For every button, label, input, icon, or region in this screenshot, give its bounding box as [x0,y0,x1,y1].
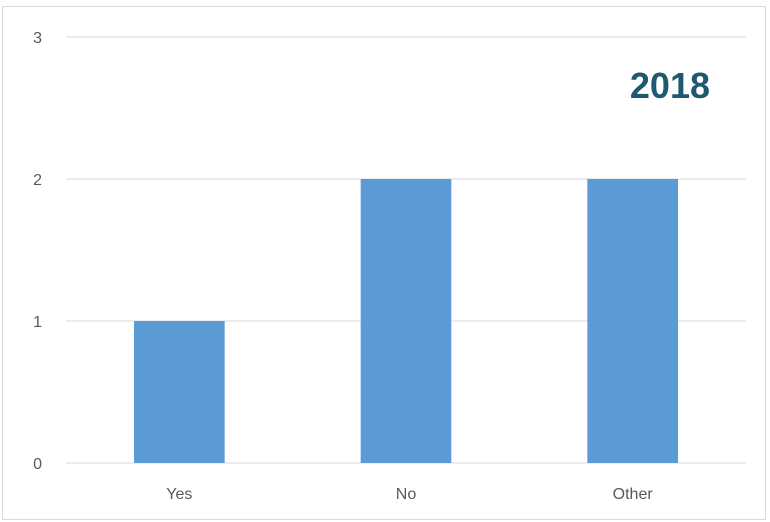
bars [134,179,678,463]
bar-yes [134,321,225,463]
x-tick-label: No [396,486,417,503]
x-tick-label: Yes [166,486,192,503]
y-axis-ticks: 0 1 2 3 [33,30,42,473]
chart-title: 2018 [630,65,710,106]
y-tick-label: 3 [33,30,42,47]
bar-no [360,179,452,463]
bar-other [587,179,678,463]
x-tick-label: Other [613,486,654,503]
y-tick-label: 2 [33,172,42,189]
y-tick-label: 0 [33,456,42,473]
x-axis-ticks: Yes No Other [166,486,653,503]
y-tick-label: 1 [33,314,42,331]
